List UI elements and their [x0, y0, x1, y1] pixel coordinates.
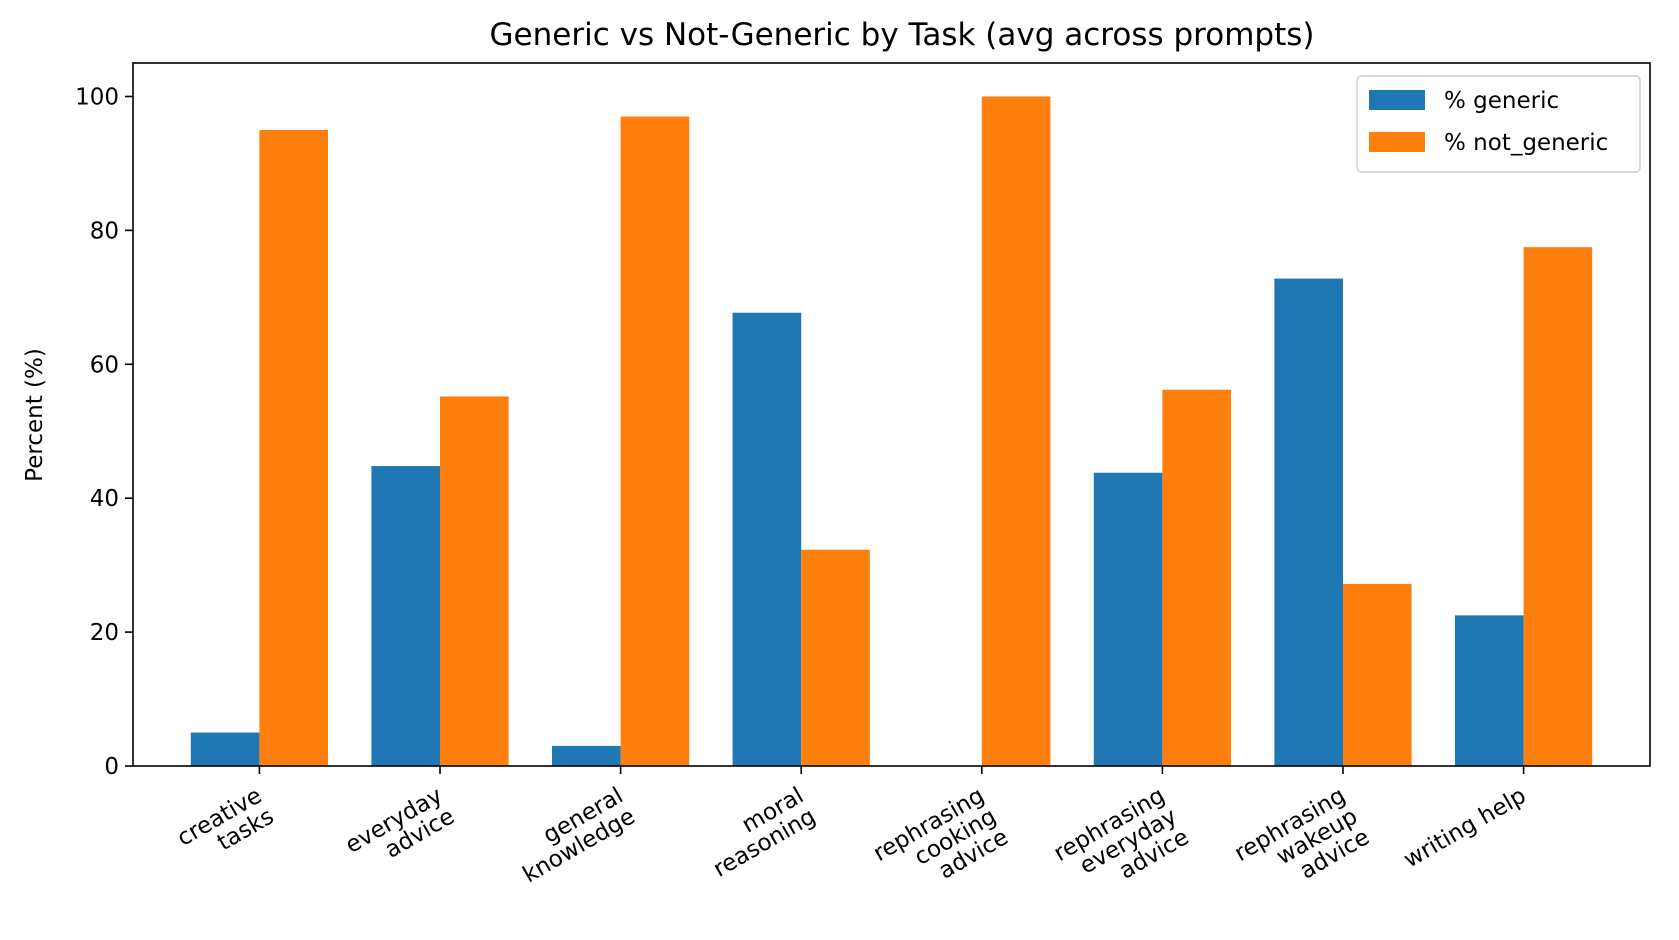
legend-label: % generic — [1444, 88, 1559, 114]
bar-not-generic-6 — [1342, 583, 1412, 766]
bar-not-generic-5 — [1162, 389, 1232, 766]
y-tick-label: 80 — [90, 218, 119, 244]
y-axis-label: Percent (%) — [22, 348, 48, 482]
y-tick-label: 100 — [75, 84, 119, 110]
y-ticks-group: 0 20 40 60 80 100 — [75, 84, 133, 780]
bar-generic-5 — [1093, 472, 1163, 766]
bar-generic-3 — [732, 312, 802, 766]
legend: % generic % not_generic — [1356, 75, 1641, 173]
y-tick-label: 0 — [104, 754, 119, 780]
y-tick-label: 40 — [90, 486, 119, 512]
bar-generic-7 — [1454, 615, 1524, 766]
bar-generic-6 — [1274, 278, 1343, 766]
bar-generic-0 — [190, 732, 260, 766]
x-tick-label: rephrasingcookingadvice — [869, 783, 1013, 909]
bar-generic-1 — [371, 466, 441, 766]
y-tick-label: 20 — [90, 620, 119, 646]
bar-not-generic-1 — [440, 396, 509, 766]
bar-not-generic-3 — [801, 549, 870, 766]
legend-box — [1356, 75, 1641, 173]
bar-not-generic-0 — [259, 129, 329, 766]
bar-not-generic-2 — [620, 116, 690, 767]
legend-swatch — [1369, 90, 1425, 110]
bar-not-generic-7 — [1523, 247, 1593, 767]
legend-label: % not_generic — [1444, 130, 1608, 156]
y-tick-label: 60 — [90, 352, 119, 378]
legend-swatch — [1369, 132, 1425, 152]
plot-frame — [132, 62, 1651, 767]
bar-not-generic-4 — [981, 96, 1051, 766]
chart-title: Generic vs Not-Generic by Task (avg acro… — [490, 17, 1315, 53]
bar-generic-2 — [551, 745, 621, 766]
bars-group — [190, 96, 1593, 767]
